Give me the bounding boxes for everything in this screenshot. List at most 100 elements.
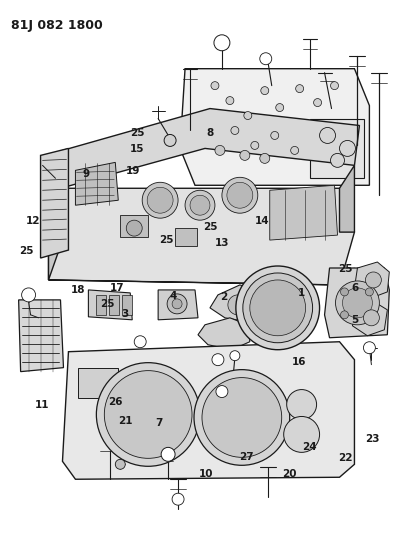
Circle shape	[339, 140, 355, 156]
Circle shape	[222, 177, 258, 213]
Circle shape	[365, 272, 382, 288]
Circle shape	[331, 154, 345, 167]
Text: 25: 25	[337, 264, 352, 274]
Circle shape	[212, 354, 224, 366]
Polygon shape	[270, 185, 337, 240]
Polygon shape	[353, 302, 387, 336]
Polygon shape	[48, 268, 355, 285]
Circle shape	[240, 150, 250, 160]
Circle shape	[161, 447, 175, 462]
Circle shape	[287, 390, 316, 419]
Text: 16: 16	[292, 357, 306, 367]
Circle shape	[216, 385, 228, 398]
Text: 19: 19	[126, 166, 141, 176]
Text: 3: 3	[122, 309, 129, 319]
Text: 25: 25	[130, 128, 145, 138]
Circle shape	[172, 493, 184, 505]
Circle shape	[296, 85, 304, 93]
Circle shape	[320, 127, 335, 143]
Polygon shape	[355, 262, 389, 298]
Text: 2: 2	[221, 292, 228, 302]
Polygon shape	[19, 300, 64, 372]
Text: 18: 18	[71, 285, 85, 295]
Circle shape	[343, 288, 372, 318]
Circle shape	[167, 294, 187, 314]
Polygon shape	[158, 290, 198, 320]
Circle shape	[314, 99, 322, 107]
Circle shape	[276, 103, 284, 111]
Circle shape	[250, 280, 306, 336]
Text: 23: 23	[365, 434, 380, 444]
Circle shape	[260, 154, 270, 163]
Circle shape	[341, 288, 349, 296]
Text: 11: 11	[35, 400, 50, 409]
Circle shape	[185, 190, 215, 220]
Circle shape	[211, 82, 219, 90]
Polygon shape	[40, 148, 68, 258]
Circle shape	[341, 311, 349, 319]
Text: 25: 25	[19, 246, 34, 255]
Polygon shape	[48, 150, 62, 280]
Circle shape	[291, 147, 299, 155]
Polygon shape	[198, 318, 250, 350]
Circle shape	[236, 266, 320, 350]
Circle shape	[365, 311, 374, 319]
Text: 6: 6	[351, 282, 358, 293]
Circle shape	[202, 377, 282, 457]
Bar	[122, 295, 132, 315]
Circle shape	[190, 195, 210, 215]
Text: 24: 24	[302, 442, 316, 452]
Text: 17: 17	[110, 282, 125, 293]
Circle shape	[363, 342, 376, 354]
Bar	[109, 295, 119, 315]
Text: 81J 082 1800: 81J 082 1800	[11, 19, 102, 32]
Circle shape	[142, 182, 178, 218]
Polygon shape	[62, 342, 355, 479]
Circle shape	[243, 273, 312, 343]
Polygon shape	[75, 163, 118, 205]
Circle shape	[365, 288, 374, 296]
Bar	[120, 215, 148, 237]
Circle shape	[261, 87, 269, 94]
Circle shape	[215, 146, 225, 156]
Text: 27: 27	[239, 451, 253, 462]
Circle shape	[260, 53, 272, 64]
Circle shape	[134, 336, 146, 348]
Text: 25: 25	[203, 222, 218, 232]
Text: 15: 15	[130, 143, 145, 154]
Circle shape	[164, 134, 176, 147]
Polygon shape	[48, 188, 355, 285]
Polygon shape	[60, 109, 359, 188]
Text: 21: 21	[118, 416, 133, 425]
Circle shape	[194, 370, 290, 465]
Circle shape	[271, 132, 279, 140]
Circle shape	[104, 370, 192, 458]
Bar	[175, 228, 197, 246]
Circle shape	[115, 459, 125, 469]
Text: 10: 10	[199, 469, 214, 479]
Circle shape	[363, 310, 380, 326]
Polygon shape	[180, 69, 369, 185]
Circle shape	[126, 220, 142, 236]
Circle shape	[227, 182, 253, 208]
Polygon shape	[325, 268, 389, 338]
Circle shape	[214, 35, 230, 51]
Circle shape	[147, 187, 173, 213]
Text: 7: 7	[155, 418, 163, 428]
Text: 1: 1	[298, 288, 305, 298]
Text: 5: 5	[351, 314, 358, 325]
Circle shape	[21, 288, 36, 302]
Text: 12: 12	[26, 216, 41, 227]
Circle shape	[331, 82, 339, 90]
Circle shape	[251, 141, 259, 149]
Polygon shape	[339, 165, 355, 232]
Bar	[96, 295, 106, 315]
Circle shape	[226, 96, 234, 104]
Circle shape	[230, 351, 240, 361]
Bar	[79, 368, 118, 398]
Text: 26: 26	[108, 397, 123, 407]
Text: 20: 20	[282, 469, 297, 479]
Bar	[310, 118, 364, 179]
Text: 4: 4	[169, 290, 177, 301]
Polygon shape	[89, 290, 132, 320]
